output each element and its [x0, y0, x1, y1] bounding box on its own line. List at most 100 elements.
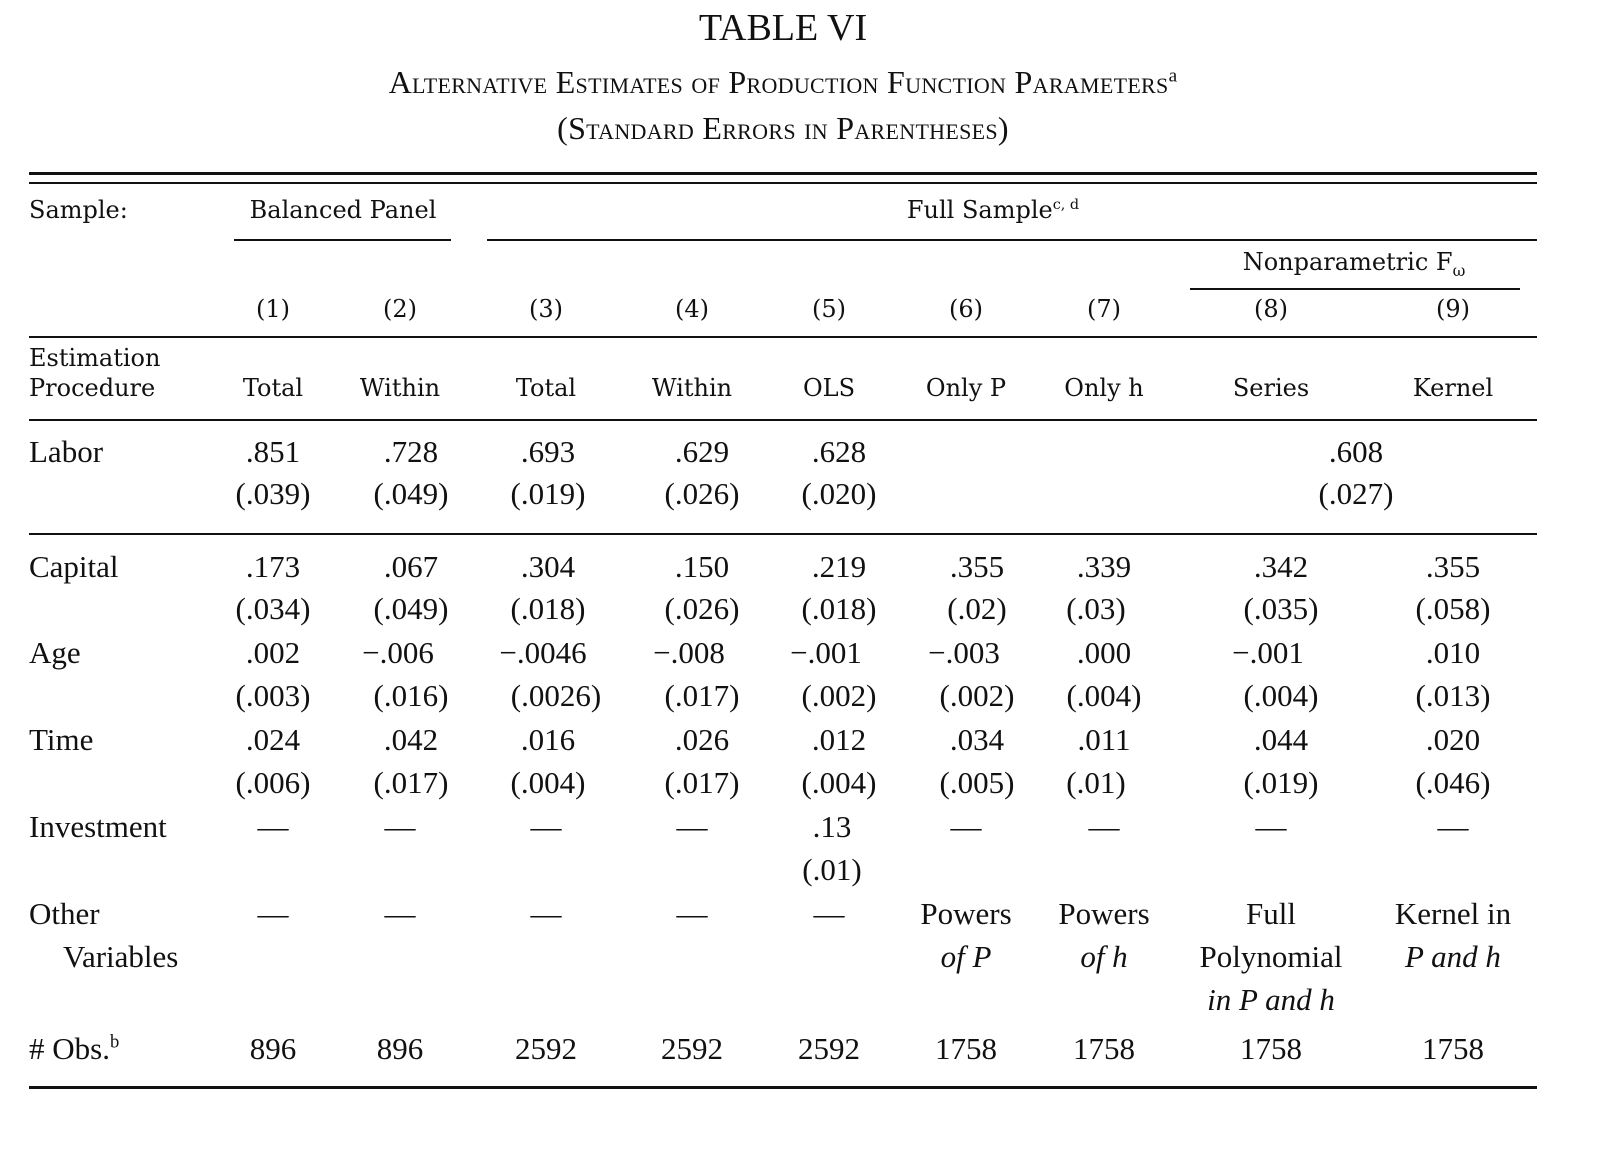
- labor-coef-4: .629: [674, 434, 730, 469]
- age-se-3: (.0026): [510, 678, 602, 713]
- nonparametric-header: Nonparametric Fω: [1243, 248, 1466, 280]
- time-coef-5: .012: [811, 722, 867, 757]
- time-se-7: (.01): [1066, 765, 1126, 800]
- age-se-9: (.013): [1415, 678, 1491, 713]
- other-col7-line2: of h: [1080, 939, 1128, 974]
- row-label-obs: # Obs.b: [29, 1031, 119, 1067]
- age-coef-5: −.001: [790, 635, 862, 670]
- labor-coef-2: .728: [383, 434, 439, 469]
- bottom-rule: [29, 1086, 1537, 1089]
- obs-3: 2592: [515, 1031, 577, 1066]
- full-sample-text: Full Sample: [906, 196, 1053, 224]
- obs-5: 2592: [798, 1031, 860, 1066]
- labor-se-3: (.019): [510, 476, 586, 511]
- age-coef-6: −.003: [928, 635, 1000, 670]
- capital-coef-1: .173: [245, 549, 301, 584]
- time-coef-9: .020: [1425, 722, 1481, 757]
- procedure-2: Within: [359, 374, 441, 402]
- labor-se-2: (.049): [373, 476, 449, 511]
- full-sample-header: Full Samplec, d: [907, 196, 1079, 224]
- capital-se-9: (.058): [1415, 591, 1491, 626]
- age-se-2: (.016): [373, 678, 449, 713]
- labor-coef-3: .693: [520, 434, 576, 469]
- procedure-9: Kernel: [1412, 374, 1494, 402]
- table-subtitle-line2: (Standard Errors in Parentheses): [557, 110, 1009, 146]
- labor-se-4: (.026): [664, 476, 740, 511]
- other-col9-line2: P and h: [1405, 939, 1501, 974]
- col-number-8: (8): [1254, 295, 1288, 323]
- labor-rule: [29, 533, 1537, 535]
- other-col7-line1: Powers: [1058, 896, 1150, 931]
- time-coef-8: .044: [1253, 722, 1309, 757]
- procedure-8: Series: [1232, 374, 1310, 402]
- labor-coef-5: .628: [811, 434, 867, 469]
- time-coef-1: .024: [245, 722, 301, 757]
- investment-se-5: (.01): [802, 852, 862, 887]
- full-sample-footnote: c, d: [1052, 197, 1080, 213]
- investment-coef-1: —: [257, 809, 289, 844]
- full-sample-rule: [487, 239, 1537, 241]
- subtitle-text: Alternative Estimates of Production Func…: [388, 64, 1169, 100]
- obs-6: 1758: [935, 1031, 997, 1066]
- other-dash-1: —: [257, 896, 289, 931]
- age-coef-1: .002: [245, 635, 301, 670]
- subtitle-footnote-a: a: [1168, 65, 1178, 87]
- capital-se-6: (.02): [947, 591, 1007, 626]
- age-coef-2: −.006: [362, 635, 434, 670]
- other-col6-line1: Powers: [920, 896, 1012, 931]
- obs-footnote-b: b: [109, 1031, 120, 1053]
- capital-coef-9: .355: [1425, 549, 1481, 584]
- obs-1: 896: [249, 1031, 297, 1066]
- col-number-7: (7): [1087, 295, 1121, 323]
- capital-coef-7: .339: [1076, 549, 1132, 584]
- row-label-age: Age: [29, 635, 81, 670]
- estimation-label-2: Procedure: [29, 374, 156, 402]
- investment-coef-5: .13: [812, 809, 852, 844]
- header-rule: [29, 336, 1537, 338]
- time-coef-7: .011: [1077, 722, 1131, 757]
- capital-se-3: (.018): [510, 591, 586, 626]
- age-coef-3: −.0046: [499, 635, 587, 670]
- capital-coef-5: .219: [811, 549, 867, 584]
- obs-7: 1758: [1073, 1031, 1135, 1066]
- investment-coef-3: —: [530, 809, 562, 844]
- other-dash-4: —: [676, 896, 708, 931]
- labor-se-1: (.039): [235, 476, 311, 511]
- age-se-7: (.004): [1066, 678, 1142, 713]
- col-number-3: (3): [529, 295, 563, 323]
- balanced-panel-header: Balanced Panel: [249, 196, 437, 224]
- time-coef-4: .026: [674, 722, 730, 757]
- table-subtitle-line1: Alternative Estimates of Production Func…: [389, 64, 1178, 101]
- age-coef-4: −.008: [653, 635, 725, 670]
- col-number-9: (9): [1436, 295, 1470, 323]
- row-label-time: Time: [29, 722, 94, 757]
- nonparametric-rule: [1190, 288, 1520, 290]
- age-se-6: (.002): [939, 678, 1015, 713]
- obs-2: 896: [376, 1031, 424, 1066]
- time-se-6: (.005): [939, 765, 1015, 800]
- investment-coef-2: —: [384, 809, 416, 844]
- obs-8: 1758: [1240, 1031, 1302, 1066]
- top-rule-2: [29, 182, 1537, 184]
- capital-coef-3: .304: [520, 549, 576, 584]
- procedure-rule: [29, 419, 1537, 421]
- age-se-1: (.003): [235, 678, 311, 713]
- other-col8-line1: Full: [1246, 896, 1296, 931]
- estimation-label-1: Estimation: [29, 344, 161, 372]
- other-col8-line3: in P and h: [1207, 982, 1335, 1017]
- time-se-5: (.004): [801, 765, 877, 800]
- time-coef-3: .016: [520, 722, 576, 757]
- capital-se-1: (.034): [235, 591, 311, 626]
- row-label-labor: Labor: [29, 434, 104, 469]
- col-number-4: (4): [675, 295, 709, 323]
- labor-pooled-coef: .608: [1328, 434, 1384, 469]
- row-label-other-1: Other: [29, 896, 100, 931]
- labor-coef-1: .851: [245, 434, 301, 469]
- investment-coef-7: —: [1088, 809, 1120, 844]
- investment-coef-6: —: [950, 809, 982, 844]
- nonparametric-text: Nonparametric F: [1242, 248, 1453, 276]
- obs-4: 2592: [661, 1031, 723, 1066]
- time-coef-6: .034: [949, 722, 1005, 757]
- obs-9: 1758: [1422, 1031, 1484, 1066]
- col-number-5: (5): [812, 295, 846, 323]
